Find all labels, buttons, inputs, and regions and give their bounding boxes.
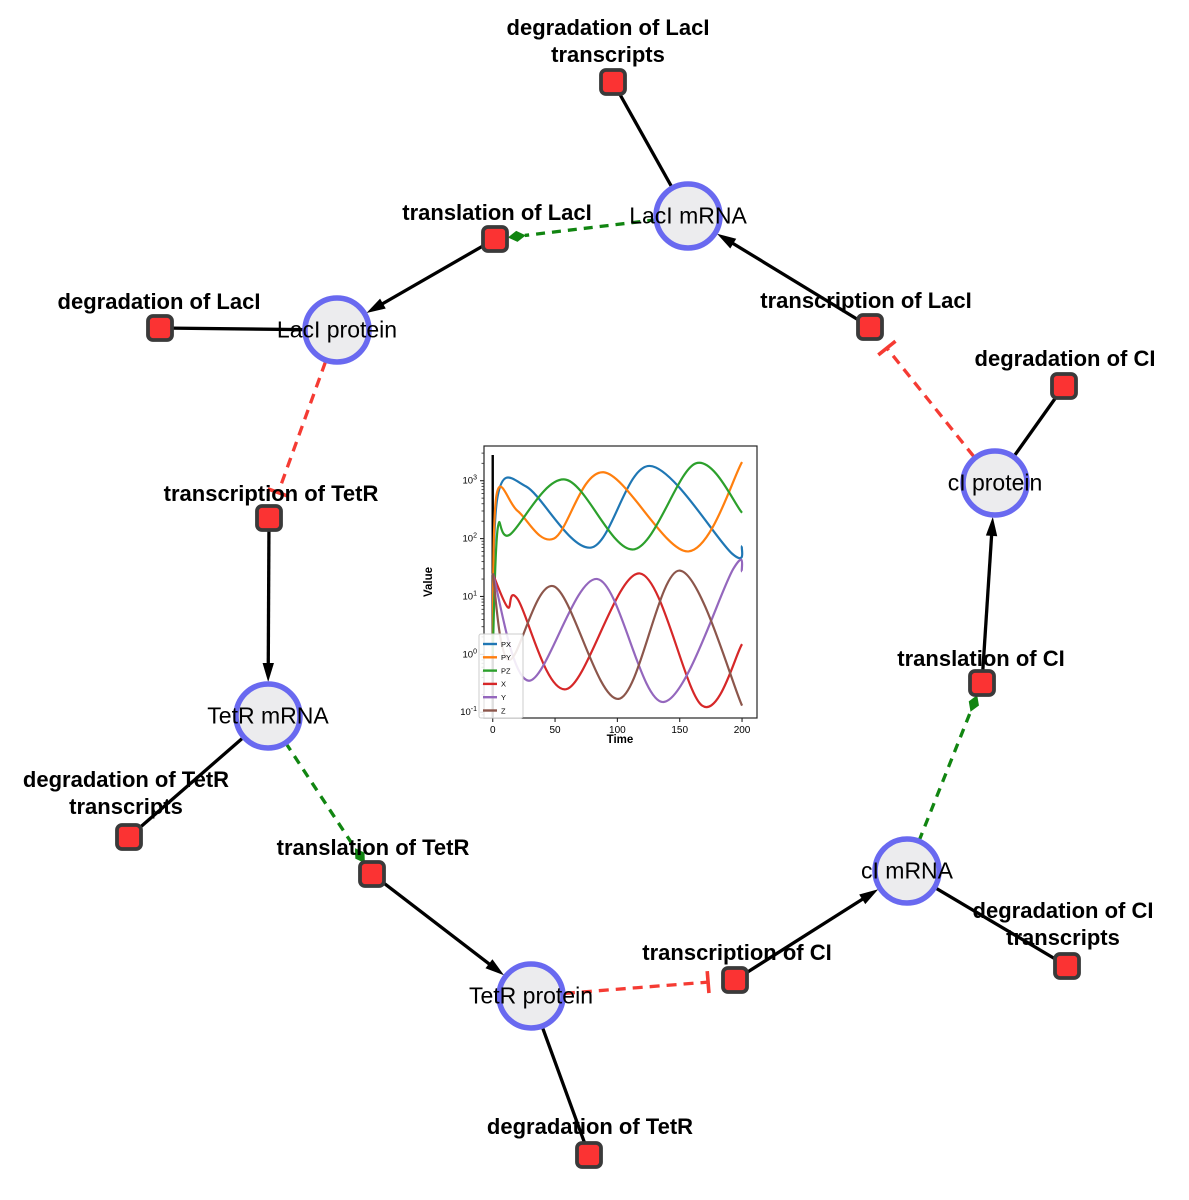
edge-tetr-protein-transcription-ci xyxy=(530,980,709,998)
arrowhead-icon xyxy=(717,233,737,249)
reaction-node-deg-laci-transcripts[interactable] xyxy=(599,68,627,96)
x-tick-label: 100 xyxy=(609,725,626,736)
inhibition-tee-icon xyxy=(877,339,897,357)
series-X xyxy=(491,572,744,709)
arrowhead-icon xyxy=(485,959,505,976)
arrowhead-icon xyxy=(985,516,998,537)
legend-label-Z: Z xyxy=(501,706,506,715)
series-PZ xyxy=(491,461,743,655)
x-tick-label: 0 xyxy=(490,725,496,736)
inhibition-tee-icon xyxy=(267,487,290,499)
reaction-node-translation-tetr[interactable] xyxy=(358,860,386,888)
simulation-inset: 0 50 100 150 200 10-1 100 101 102 103 PX PY PZ X Y Z T… xyxy=(420,425,790,775)
chart-curves xyxy=(491,455,744,718)
species-node-ci-protein[interactable] xyxy=(960,448,1030,518)
x-tick-label: 150 xyxy=(671,725,688,736)
reaction-node-deg-laci[interactable] xyxy=(146,314,174,342)
reaction-node-deg-tetr[interactable] xyxy=(575,1141,603,1169)
reaction-node-transcription-ci[interactable] xyxy=(721,966,749,994)
edge-ci-mrna-translation-ci xyxy=(905,710,973,872)
edge-transcription-laci-laci-mrna xyxy=(727,239,871,329)
nodes-layer xyxy=(115,68,1081,1169)
reaction-node-transcription-laci[interactable] xyxy=(856,313,884,341)
x-axis-label: Time xyxy=(607,734,634,746)
reaction-node-deg-ci[interactable] xyxy=(1050,372,1078,400)
legend-label-X: X xyxy=(501,680,506,689)
edge-translation-laci-laci-protein xyxy=(376,237,496,308)
reaction-node-translation-ci[interactable] xyxy=(968,669,996,697)
species-node-laci-mrna[interactable] xyxy=(653,181,723,251)
y-tick-label: 10-1 xyxy=(460,706,477,718)
species-node-laci-protein[interactable] xyxy=(302,295,372,365)
species-node-tetr-protein[interactable] xyxy=(496,961,566,1031)
edge-transcription-ci-ci-mrna xyxy=(734,894,869,982)
edge-translation-ci-ci-protein xyxy=(980,529,994,684)
y-tick-label: 100 xyxy=(463,648,478,660)
y-tick-label: 101 xyxy=(463,590,478,602)
chart-axes: 0 50 100 150 200 10-1 100 101 102 103 xyxy=(460,445,758,736)
modifier-diamond-icon xyxy=(507,230,526,242)
simulation-plot: 0 50 100 150 200 10-1 100 101 102 103 PX PY PZ XYZ T… xyxy=(423,445,758,746)
species-node-ci-mrna[interactable] xyxy=(872,836,942,906)
legend-label-PY: PY xyxy=(501,653,511,662)
series-PY xyxy=(491,461,743,655)
x-tick-label: 200 xyxy=(734,725,751,736)
edge-laci-mrna-translation-laci xyxy=(524,214,689,238)
arrowhead-icon xyxy=(366,298,386,314)
y-tick-label: 103 xyxy=(463,475,478,487)
edge-transcription-tetr-tetr-mrna xyxy=(266,517,271,670)
edge-translation-tetr-tetr-protein xyxy=(370,872,495,969)
modifier-diamond-icon xyxy=(968,695,979,712)
edges-layer xyxy=(127,81,1068,1156)
reaction-node-deg-ci-transcripts[interactable] xyxy=(1053,952,1081,980)
edge-laci-protein-transcription-tetr xyxy=(276,329,339,494)
arrowhead-icon xyxy=(262,662,274,683)
species-node-tetr-mrna[interactable] xyxy=(233,681,303,751)
reaction-node-transcription-tetr[interactable] xyxy=(255,504,283,532)
x-tick-label: 50 xyxy=(549,725,561,736)
legend-label-PX: PX xyxy=(501,640,511,649)
plot-border xyxy=(483,445,758,719)
modifier-diamond-icon xyxy=(354,848,365,864)
edge-tetr-mrna-translation-tetr xyxy=(266,715,357,850)
reaction-node-deg-tetr-transcripts[interactable] xyxy=(115,823,143,851)
y-tick-label: 102 xyxy=(463,533,478,545)
edge-ci-protein-transcription-laci xyxy=(885,347,997,485)
reaction-node-translation-laci[interactable] xyxy=(481,225,509,253)
arrowhead-icon xyxy=(859,889,879,905)
legend-label-PZ: PZ xyxy=(501,666,511,675)
legend-label-Y: Y xyxy=(501,693,506,702)
inhibition-tee-icon xyxy=(705,971,711,994)
chart-legend: PX PY PZ XYZ xyxy=(478,633,524,719)
y-axis-label: Value xyxy=(423,567,435,597)
series-PX xyxy=(491,464,744,655)
